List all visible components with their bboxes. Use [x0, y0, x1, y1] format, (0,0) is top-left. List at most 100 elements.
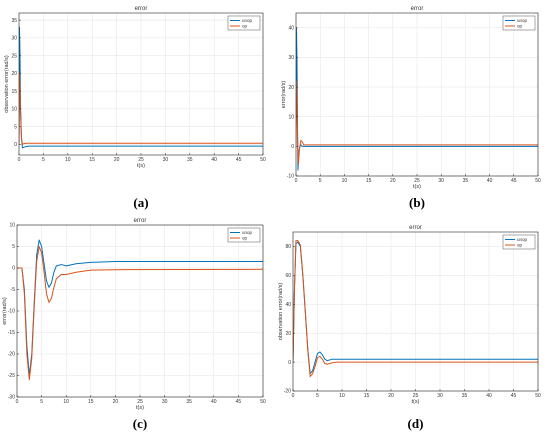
- chart-title: error: [134, 218, 147, 224]
- x-axis-label: t(s): [412, 399, 420, 405]
- y-tick-label: -5: [11, 287, 16, 293]
- y-tick-label: -10: [8, 309, 15, 315]
- y-tick-label: 10: [11, 107, 17, 113]
- y-tick-label: 0: [291, 144, 294, 150]
- x-tick-label: 45: [236, 157, 242, 163]
- x-tick-label: 45: [236, 399, 242, 405]
- series-line-op: [19, 72, 263, 145]
- x-tick-label: 25: [414, 178, 420, 184]
- x-tick-label: 20: [390, 178, 396, 184]
- legend-label-op: op: [517, 243, 523, 248]
- x-tick-label: 20: [113, 399, 119, 405]
- panel-caption: (b): [409, 195, 425, 210]
- legend-label-op: op: [242, 236, 248, 241]
- x-tick-label: 0: [16, 399, 19, 405]
- y-tick-label: 80: [285, 244, 291, 250]
- y-tick-label: -10: [287, 174, 294, 180]
- x-tick-label: 15: [366, 178, 372, 184]
- y-tick-label: 0: [12, 266, 15, 272]
- y-tick-label: 10: [9, 223, 15, 229]
- y-tick-label: -20: [8, 352, 15, 358]
- y-axis-label: observation error(rad/s): [278, 283, 284, 341]
- x-tick-label: 10: [339, 393, 345, 399]
- x-tick-label: 15: [89, 157, 95, 163]
- x-tick-label: 35: [187, 157, 193, 163]
- series-line-unop: [19, 26, 263, 149]
- chart-panel-1: 0 5 10 15 20 25 30 35 40 45 50 0 5 10 15 20 25 30 35 error t…: [4, 6, 266, 210]
- x-tick-label: 50: [535, 393, 541, 399]
- chart-title: error: [411, 6, 424, 12]
- x-tick-label: 15: [364, 393, 370, 399]
- y-tick-label: 20: [288, 85, 294, 91]
- chart-title: error: [409, 225, 422, 231]
- y-tick-label: -25: [8, 373, 15, 379]
- x-tick-label: 10: [63, 399, 69, 405]
- y-tick-label: -15: [8, 330, 15, 336]
- series-line-op: [17, 246, 263, 381]
- panel-caption: (d): [408, 416, 424, 431]
- y-axis-label: observation error(rad/s): [4, 55, 10, 113]
- y-tick-label: 25: [11, 53, 17, 59]
- x-tick-label: 5: [316, 393, 319, 399]
- x-axis-label: t(s): [413, 184, 421, 190]
- series-line-op: [293, 240, 538, 378]
- x-tick-label: 10: [342, 178, 348, 184]
- x-tick-label: 50: [260, 399, 266, 405]
- x-tick-label: 30: [162, 399, 168, 405]
- y-tick-label: 20: [11, 71, 17, 77]
- x-tick-label: 10: [65, 157, 71, 163]
- y-tick-label: -20: [284, 389, 291, 395]
- legend-label-unop: unop: [242, 230, 253, 235]
- series-line-op: [296, 80, 538, 165]
- x-tick-label: 30: [438, 178, 444, 184]
- series-line-unop: [17, 239, 263, 376]
- legend-label-unop: unop: [517, 18, 528, 23]
- x-tick-label: 20: [114, 157, 120, 163]
- chart-panel-3: 0 5 10 15 20 25 30 35 40 45 50 -30 -25 -20 -15 -10 -5 0 5 1…: [2, 218, 266, 431]
- y-tick-label: 35: [11, 18, 17, 24]
- y-tick-label: 15: [11, 89, 17, 95]
- x-tick-label: 40: [211, 157, 217, 163]
- x-tick-label: 5: [42, 157, 45, 163]
- x-tick-label: 40: [211, 399, 217, 405]
- y-tick-label: 40: [285, 302, 291, 308]
- y-tick-label: 0: [288, 360, 291, 366]
- x-tick-label: 50: [260, 157, 266, 163]
- x-tick-label: 30: [163, 157, 169, 163]
- y-tick-label: 10: [288, 114, 294, 120]
- chart-title: error: [135, 6, 148, 12]
- x-tick-label: 40: [487, 178, 493, 184]
- x-axis-label: t(s): [137, 163, 145, 169]
- panel-caption: (c): [133, 416, 147, 431]
- x-tick-label: 0: [292, 393, 295, 399]
- x-tick-label: 15: [88, 399, 94, 405]
- y-tick-label: 60: [285, 273, 291, 279]
- y-tick-label: 5: [14, 124, 17, 130]
- legend-label-unop: unop: [517, 237, 528, 242]
- legend-label-op: op: [242, 24, 248, 29]
- legend-label-unop: unop: [242, 18, 253, 23]
- x-tick-label: 45: [511, 178, 517, 184]
- x-tick-label: 35: [186, 399, 192, 405]
- x-tick-label: 50: [535, 178, 541, 184]
- x-tick-label: 0: [18, 157, 21, 163]
- x-tick-label: 25: [413, 393, 419, 399]
- x-tick-label: 45: [511, 393, 517, 399]
- y-axis-label: error(rad/s): [2, 297, 8, 325]
- x-axis-label: t(s): [136, 405, 144, 411]
- x-tick-label: 5: [319, 178, 322, 184]
- y-tick-label: -30: [8, 395, 15, 401]
- chart-panel-4: 0 5 10 15 20 25 30 35 40 45 50-20020406080errort(s…: [278, 225, 541, 431]
- x-tick-label: 25: [137, 399, 143, 405]
- y-tick-label: 30: [11, 36, 17, 42]
- x-tick-label: 5: [40, 399, 43, 405]
- chart-panel-2: 0 5 10 15 20 25 30 35 40 45 50-10010203040errort(s…: [281, 6, 541, 210]
- y-tick-label: 0: [14, 142, 17, 148]
- x-tick-label: 20: [388, 393, 394, 399]
- x-tick-label: 25: [138, 157, 144, 163]
- series-line-unop: [293, 241, 538, 375]
